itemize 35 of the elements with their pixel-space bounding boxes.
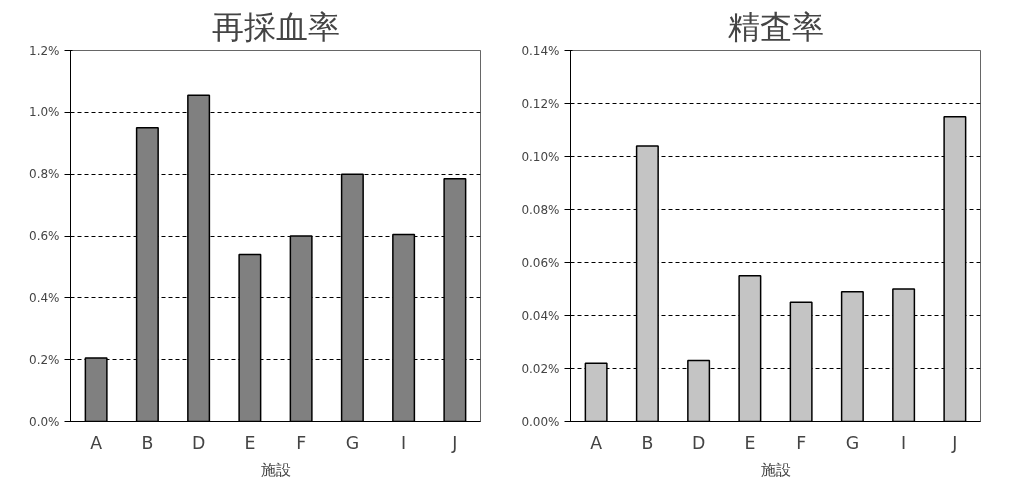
x-tick-label: I (901, 432, 907, 453)
x-tick-label: A (590, 432, 603, 453)
x-axis-title: 施設 (260, 460, 291, 478)
y-tick-label: 0.8% (29, 167, 60, 182)
x-tick-label: J (451, 432, 458, 453)
x-tick-label: D (691, 432, 706, 453)
x-tick-label: E (744, 432, 756, 453)
y-tick-label: 0.14% (521, 43, 560, 58)
chart-title: 精査率 (727, 7, 824, 46)
y-tick-label: 0.02% (521, 361, 560, 376)
x-tick-label: F (296, 432, 307, 453)
y-tick-label: 0.06% (521, 255, 560, 270)
y-tick-label: 0.2% (29, 352, 60, 367)
y-tick-label: 0.08% (521, 202, 560, 217)
x-tick-label: F (796, 432, 807, 453)
x-tick-label: J (951, 432, 958, 453)
x-axis-title: 施設 (760, 460, 791, 478)
y-tick-label: 0.04% (521, 308, 560, 323)
x-tick-label: G (845, 432, 860, 453)
x-tick-label: A (90, 432, 103, 453)
y-tick-label: 0.0% (29, 414, 60, 429)
y-tick-label: 1.0% (29, 105, 60, 120)
y-tick-label: 0.6% (29, 229, 60, 243)
y-tick-label: 0.00% (521, 414, 560, 429)
x-tick-label: I (401, 432, 407, 453)
x-tick-label: B (141, 432, 154, 453)
x-tick-label: D (191, 432, 206, 453)
y-tick-label: 1.2% (29, 43, 60, 58)
x-tick-label: E (244, 432, 256, 453)
y-tick-label: 0.12% (521, 96, 560, 111)
x-tick-label: G (345, 432, 360, 453)
x-tick-label: B (641, 432, 654, 453)
y-tick-label: 0.10% (521, 149, 560, 164)
chart-title: 再採血率 (211, 7, 340, 46)
y-tick-label: 0.4% (29, 290, 60, 305)
